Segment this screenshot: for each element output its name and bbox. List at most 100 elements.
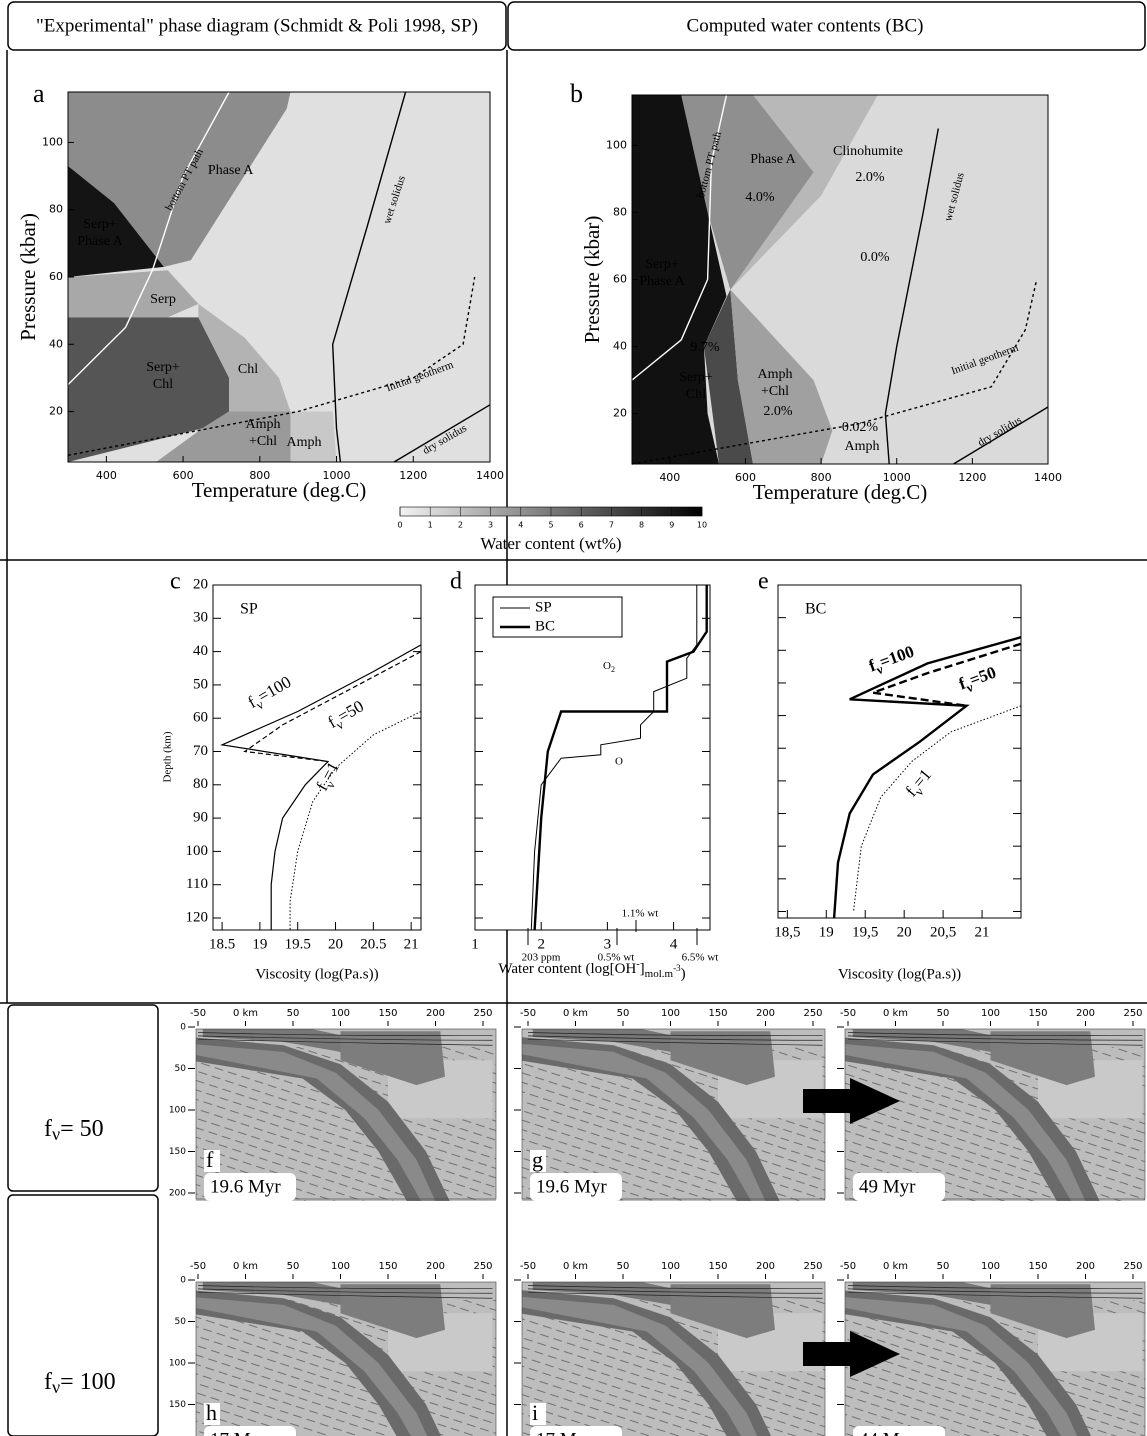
panel-letter: a [33, 79, 45, 108]
region-label: +Chl [249, 434, 277, 449]
y-tick-label: 50 [175, 1064, 187, 1074]
snapshot-panel: -50 0 km 50 100 150 200 250 i 17 Myr [514, 1261, 826, 1436]
y-tick-label: 70 [193, 743, 208, 759]
contour [847, 1291, 1143, 1299]
time-label: 19.6 Myr [536, 1176, 607, 1197]
y-tick-label: 90 [193, 810, 208, 826]
y-tick-label: 40 [193, 643, 208, 659]
x-tick-label: 21 [975, 924, 990, 940]
x-tick-label: 19 [819, 924, 834, 940]
region-label: Amph [287, 435, 322, 450]
sub: ν [963, 679, 975, 695]
colorbar-tick-label: 4 [518, 521, 523, 530]
phase-panel: Phase A 4.0% Clinohumite 2.0% 0.0% Serp+ Phase… [570, 79, 1062, 504]
x-tick-label: 19 [252, 936, 267, 952]
x-tick-label: 20,5 [930, 924, 956, 940]
x-tick-label: 1 [471, 936, 479, 952]
pt-curve [631, 279, 1038, 465]
letter-bg [530, 1403, 546, 1425]
x-tick-label: 150 [378, 1261, 397, 1272]
x-tick-label: 18,5 [774, 924, 800, 940]
colorbar-tick-label: 10 [697, 521, 707, 530]
x-tick-label: 800 [811, 471, 832, 484]
time-bg [204, 1173, 296, 1201]
pt-curve [631, 94, 728, 381]
x-tick-label: 0 km [233, 1008, 258, 1019]
y-tick-label: 60 [193, 710, 208, 726]
profile-line [219, 644, 422, 930]
region-label: +Chl [761, 384, 789, 399]
x-tick-label: 50 [617, 1261, 630, 1272]
hydrated-zone [670, 1284, 775, 1339]
slab-core [845, 1297, 1078, 1436]
region-label: Serp+ [645, 257, 679, 272]
plot-frame [844, 1281, 1146, 1436]
contour [197, 1038, 493, 1046]
x-tick-label: 50 [937, 1008, 950, 1019]
x-tick-label: 50 [287, 1261, 300, 1272]
x-tick-label: 150 [1028, 1008, 1047, 1019]
time-label: 44 Myr [859, 1429, 916, 1436]
annotation: O [615, 756, 623, 768]
annotation: 1.1% wt [622, 908, 659, 920]
x-tick-label: 200 [1076, 1008, 1095, 1019]
x-tick-label: 1000 [883, 471, 911, 484]
x-tick-label: -50 [840, 1261, 856, 1272]
pt-curve [67, 276, 476, 456]
x-tick-label: 50 [937, 1261, 950, 1272]
letter-bg [530, 1150, 546, 1172]
time-bg [530, 1426, 622, 1436]
time-bg [853, 1426, 945, 1436]
slab [196, 1037, 450, 1201]
annotation: O2 [603, 660, 615, 674]
x-tick-label: 4 [670, 936, 678, 952]
contour [197, 1285, 493, 1289]
snapshot-panel: -50 0 km 50 100 150 200 250 g 19.6 Myr [514, 1008, 826, 1201]
x-tick-label: 1200 [958, 471, 986, 484]
region-label: Amph [845, 439, 880, 454]
x-tick-label: 600 [173, 469, 194, 482]
x-tick-label: 50 [617, 1008, 630, 1019]
x-tick-label: 1000 [323, 469, 351, 482]
profile-line [533, 585, 708, 931]
profile-line [872, 642, 1022, 707]
slab [845, 1037, 1100, 1201]
x-tick-label: 1200 [399, 469, 427, 482]
snapshot-panel: -50 0 km 50 100 150 200 250 44 Myr [837, 1261, 1146, 1436]
x-tick-label: 150 [708, 1261, 727, 1272]
slab [196, 1290, 442, 1436]
pt-curve [884, 128, 939, 465]
phase-field [68, 92, 291, 267]
y-tick-label: 150 [169, 1400, 186, 1410]
contour [527, 1288, 823, 1294]
y-tick-label: 40 [613, 340, 627, 353]
legend: SP BC [492, 596, 623, 638]
pt-curve [331, 91, 407, 463]
plot-frame [521, 1281, 826, 1436]
y-tick-label: 0 [180, 1023, 186, 1033]
x-tick-label: 0 km [233, 1261, 258, 1272]
sub: ν [52, 1377, 60, 1397]
plot-frame [844, 1028, 1146, 1200]
y-tick-label: 110 [186, 876, 208, 892]
slab-core [522, 1043, 766, 1201]
label-part: -3 [673, 963, 681, 973]
sub: ν [52, 1124, 60, 1144]
x-tick-label: 150 [378, 1008, 397, 1019]
y-tick-label: 30 [193, 610, 208, 626]
phase-field [681, 95, 814, 290]
phase-field [730, 289, 833, 464]
contour [197, 1035, 493, 1041]
x-tick-label: 21 [404, 936, 419, 952]
legend-label: SP [535, 599, 552, 615]
time-bg [204, 1426, 296, 1436]
region-label: Amph [758, 367, 793, 382]
panel-title: SP [240, 601, 258, 618]
x-tick-label: 250 [1123, 1261, 1142, 1272]
y-tick-label: 100 [186, 843, 209, 859]
rest: = 100 [60, 1369, 116, 1395]
contour [527, 1291, 823, 1299]
region-label: Amph [246, 417, 281, 432]
x-tick-label: 0 km [563, 1008, 588, 1019]
y-axis-label: Pressure (kbar) [16, 213, 40, 341]
